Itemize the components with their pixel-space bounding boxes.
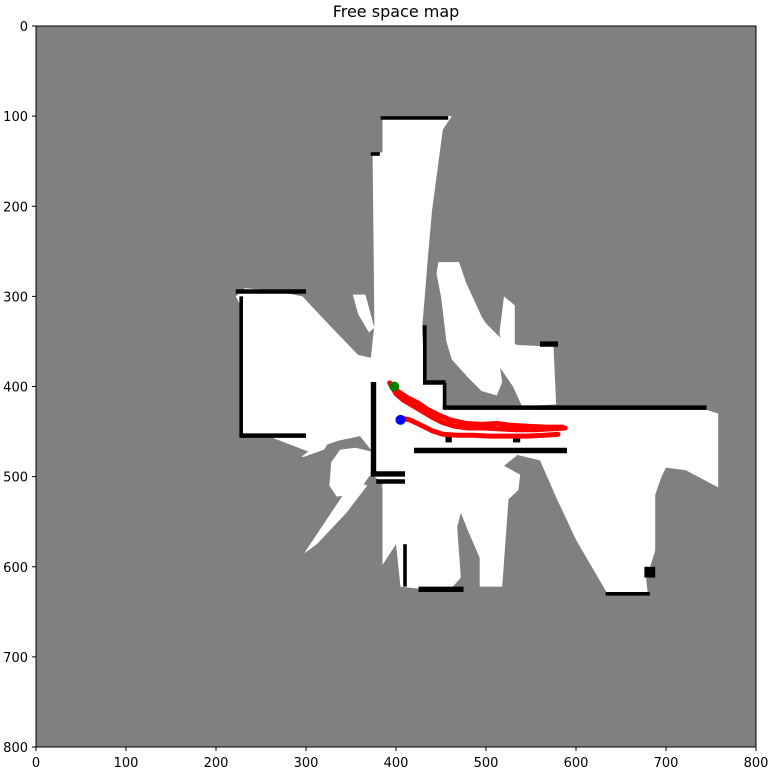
x-tick-label: 0 [32, 756, 40, 771]
current-marker [395, 414, 406, 425]
x-tick-label: 200 [204, 756, 229, 771]
trajectory-path [387, 380, 568, 433]
x-tick-label: 500 [474, 756, 499, 771]
free-space-region [499, 296, 515, 360]
y-tick-label: 400 [3, 381, 28, 396]
obstacle [414, 447, 567, 454]
y-axis: 0 100 200 300 400 500 600 700 800 [3, 20, 36, 756]
y-tick-label: 700 [3, 651, 28, 666]
obstacle [370, 152, 380, 156]
obstacle [423, 380, 446, 385]
obstacle [239, 296, 243, 437]
obstacle-layer [235, 116, 707, 596]
free-space-region [381, 447, 459, 567]
obstacle [540, 341, 558, 347]
x-tick-label: 800 [744, 756, 768, 771]
y-tick-label: 500 [3, 471, 28, 486]
obstacle [442, 405, 707, 410]
obstacle [445, 436, 452, 443]
y-tick-label: 100 [3, 110, 28, 125]
obstacle [370, 471, 405, 477]
x-tick-label: 400 [384, 756, 409, 771]
y-tick-label: 0 [20, 20, 28, 35]
start-marker [389, 381, 400, 392]
y-tick-label: 600 [3, 561, 28, 576]
free-space-region [235, 116, 719, 596]
obstacle [418, 586, 464, 592]
trajectory-path [398, 415, 561, 439]
free-space-layer [235, 116, 719, 596]
y-tick-label: 200 [3, 200, 28, 215]
trajectory-path [388, 382, 565, 430]
plot-area [35, 25, 757, 748]
x-tick-label: 100 [114, 756, 139, 771]
x-tick-label: 700 [654, 756, 679, 771]
free-space-region [304, 481, 368, 554]
free-space-region [301, 438, 332, 457]
x-axis: 0 100 200 300 400 500 600 700 800 [32, 747, 768, 771]
y-tick-label: 300 [3, 290, 28, 305]
free-space-region [352, 294, 375, 333]
marker-layer [389, 381, 406, 425]
obstacle [370, 382, 377, 475]
chart-title: Free space map [333, 2, 460, 21]
obstacle [239, 433, 306, 438]
obstacle [423, 325, 427, 383]
trajectory-layer [387, 380, 568, 439]
obstacle [380, 116, 449, 120]
x-tick-label: 300 [294, 756, 319, 771]
x-tick-label: 600 [564, 756, 589, 771]
obstacle [644, 566, 656, 578]
obstacle [605, 592, 650, 596]
free-space-region [329, 447, 378, 497]
obstacle [376, 479, 405, 484]
obstacle [235, 289, 306, 294]
y-tick-label: 800 [3, 741, 28, 756]
obstacle [442, 382, 447, 409]
obstacle [403, 544, 407, 587]
